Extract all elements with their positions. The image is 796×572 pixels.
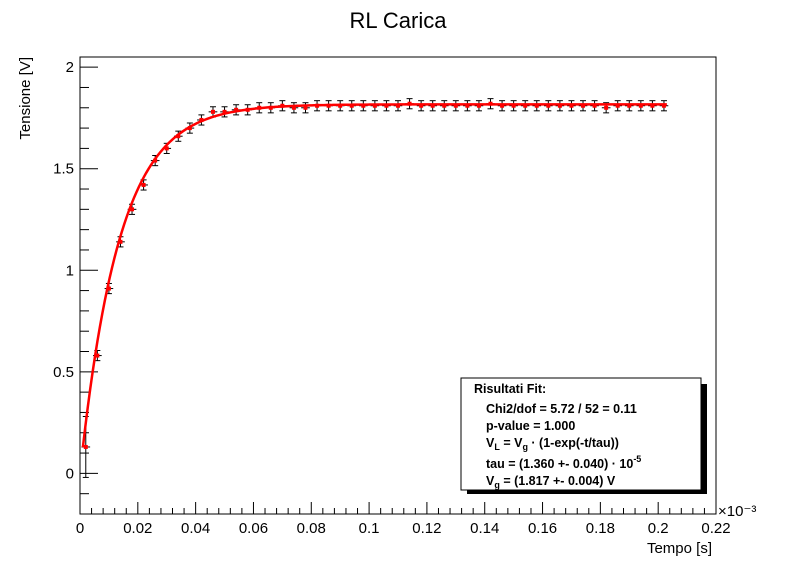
data-point bbox=[557, 103, 562, 108]
x-tick-label: 0.14 bbox=[470, 520, 499, 537]
data-point bbox=[569, 103, 574, 108]
data-point bbox=[650, 103, 655, 108]
data-points bbox=[83, 101, 666, 449]
data-point bbox=[338, 103, 343, 108]
x-tick-label: 0.02 bbox=[123, 520, 152, 537]
data-point bbox=[83, 444, 88, 449]
x-axis: 0 0.02 0.04 0.06 0.08 0.1 0.12 0.14 0.16 0.18 0.2 0… bbox=[76, 502, 731, 537]
fit-formula: VL = Vg · (1-exp(-t/tau)) bbox=[486, 436, 619, 452]
x-tick-label: 0.18 bbox=[586, 520, 615, 537]
x-tick-label: 0 bbox=[76, 520, 84, 537]
data-point bbox=[326, 103, 331, 108]
data-point bbox=[257, 105, 262, 110]
fit-formula-sub-g: g bbox=[522, 442, 528, 452]
x-tick-label: 0.22 bbox=[701, 520, 730, 537]
x-tick-label: 0.08 bbox=[297, 520, 326, 537]
x-tick-label: 0.2 bbox=[648, 520, 669, 537]
data-point bbox=[361, 103, 366, 108]
data-point bbox=[315, 103, 320, 108]
fit-heading: Risultati Fit: bbox=[474, 382, 546, 396]
data-point bbox=[465, 103, 470, 108]
y-tick-label: 1.5 bbox=[53, 161, 74, 178]
data-point bbox=[234, 107, 239, 112]
data-point bbox=[130, 207, 135, 212]
data-point bbox=[546, 103, 551, 108]
fit-vg-value: = (1.817 +- 0.004) V bbox=[500, 474, 616, 488]
y-tick-label: 2 bbox=[66, 59, 74, 76]
y-tick-label: 0.5 bbox=[53, 364, 74, 381]
fit-formula-post: · (1-exp(-t/tau)) bbox=[528, 436, 619, 450]
data-point bbox=[384, 103, 389, 108]
data-point bbox=[430, 103, 435, 108]
fit-formula-mid: = V bbox=[500, 436, 523, 450]
data-point bbox=[511, 103, 516, 108]
y-axis: 0 0.5 1 1.5 2 bbox=[53, 59, 98, 495]
data-point bbox=[592, 103, 597, 108]
data-point bbox=[419, 103, 424, 108]
fit-formula-v: V bbox=[486, 436, 495, 450]
fit-tau: tau = (1.360 +- 0.040) · 10-5 bbox=[486, 454, 641, 471]
data-point bbox=[349, 103, 354, 108]
fit-formula-sub-l: L bbox=[494, 442, 500, 452]
data-point bbox=[661, 103, 666, 108]
data-point bbox=[638, 103, 643, 108]
data-point bbox=[604, 105, 609, 110]
data-point bbox=[303, 105, 308, 110]
y-axis-label: Tensione [V] bbox=[17, 57, 34, 140]
data-point bbox=[291, 105, 296, 110]
fit-chi2: Chi2/dof = 5.72 / 52 = 0.11 bbox=[486, 402, 637, 416]
fit-box-panel bbox=[460, 377, 702, 491]
chart-title: RL Carica bbox=[350, 8, 448, 33]
data-point bbox=[222, 109, 227, 114]
data-point bbox=[141, 182, 146, 187]
data-point bbox=[106, 286, 111, 291]
data-point bbox=[396, 103, 400, 108]
data-point bbox=[488, 101, 493, 106]
x-tick-label: 0.04 bbox=[181, 520, 210, 537]
data-point bbox=[245, 107, 250, 112]
plot-frame bbox=[79, 56, 717, 515]
y-tick-label: 0 bbox=[66, 465, 74, 482]
data-point bbox=[268, 105, 273, 110]
data-point bbox=[187, 126, 192, 131]
data-point bbox=[372, 103, 377, 108]
y-tick-label: 1 bbox=[66, 262, 74, 279]
data-point bbox=[534, 103, 539, 108]
x-tick-label: 0.06 bbox=[239, 520, 268, 537]
fit-pvalue: p-value = 1.000 bbox=[486, 419, 575, 433]
data-point bbox=[442, 103, 447, 108]
data-point bbox=[153, 158, 158, 163]
fit-tau-value: tau = (1.360 +- 0.040) · 10 bbox=[486, 457, 633, 471]
x-axis-multiplier: ×10⁻³ bbox=[718, 503, 756, 520]
fit-vg-v: V bbox=[486, 474, 495, 488]
data-point bbox=[118, 239, 123, 244]
fit-vg: Vg = (1.817 +- 0.004) V bbox=[486, 474, 616, 490]
data-point bbox=[581, 103, 586, 108]
data-point bbox=[199, 117, 204, 122]
data-point bbox=[407, 101, 412, 106]
data-point bbox=[453, 103, 458, 108]
data-point bbox=[210, 109, 215, 114]
data-point bbox=[500, 103, 505, 108]
data-point bbox=[627, 103, 632, 108]
data-point bbox=[523, 103, 528, 108]
data-point bbox=[615, 103, 620, 108]
x-tick-label: 0.1 bbox=[359, 520, 380, 537]
x-tick-label: 0.16 bbox=[528, 520, 557, 537]
x-tick-label: 0.12 bbox=[412, 520, 441, 537]
x-axis-label: Tempo [s] bbox=[647, 540, 712, 557]
data-point bbox=[476, 103, 481, 108]
fit-vg-sub: g bbox=[494, 480, 500, 490]
data-point bbox=[164, 146, 169, 151]
data-point bbox=[95, 353, 100, 358]
data-point bbox=[176, 134, 181, 139]
fit-tau-exponent: -5 bbox=[633, 454, 641, 464]
data-point bbox=[280, 103, 285, 108]
fit-results-box: Risultati Fit: Chi2/dof = 5.72 / 52 = 0.… bbox=[460, 377, 707, 494]
